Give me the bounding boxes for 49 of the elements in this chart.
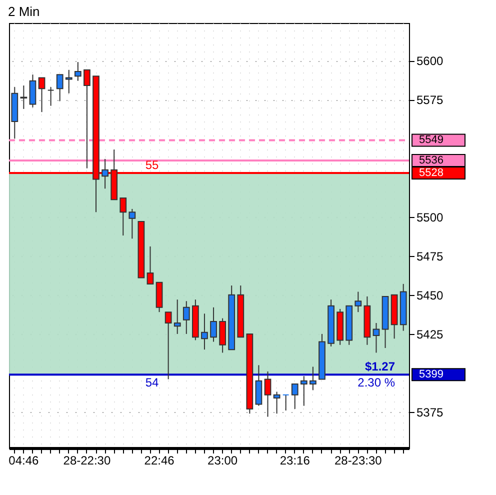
candlestick — [182, 300, 190, 334]
x-tick-label: 28-22:30 — [63, 454, 111, 468]
candlestick — [372, 322, 380, 354]
annotation: 54 — [145, 376, 159, 390]
candlestick — [38, 77, 46, 113]
ref-line-label: 5536 — [419, 154, 444, 166]
candlestick — [201, 313, 208, 350]
y-tick-label: 5500 — [416, 210, 444, 224]
ref-line-label: 5528 — [419, 167, 444, 179]
annotation: $1.27 — [364, 360, 396, 374]
y-tick-label: 5425 — [416, 327, 444, 342]
y-tick-label: 5375 — [416, 406, 444, 420]
candlestick — [264, 370, 272, 418]
y-tick-label: 5450 — [416, 288, 444, 302]
candlestick — [174, 299, 181, 334]
x-tick-label: 04:46 — [8, 454, 40, 468]
candlestick — [47, 86, 54, 106]
candlestick — [291, 383, 298, 410]
candlestick — [146, 246, 154, 284]
x-tick-label: 28-23:30 — [334, 454, 382, 468]
y-tick-label: 5475 — [416, 249, 444, 264]
candlestick — [74, 62, 82, 82]
candlestick — [29, 74, 36, 108]
candlestick — [20, 85, 28, 110]
candlestick — [310, 366, 316, 391]
candlestick — [84, 69, 90, 169]
candlestick — [102, 158, 108, 190]
candlestick — [128, 208, 136, 240]
candlestick — [120, 198, 127, 236]
annotation: 2.30 % — [358, 376, 396, 390]
candlestick — [255, 364, 262, 406]
candlestick — [282, 394, 290, 411]
candlestick — [164, 312, 172, 380]
chart-title: 2 Min — [8, 4, 40, 19]
annotation: 55 — [145, 158, 159, 172]
candlestick — [56, 74, 64, 102]
ref-line-label: 5549 — [419, 134, 444, 146]
candlestick — [273, 391, 280, 414]
y-tick-label: 5575 — [416, 93, 444, 108]
candlestick — [65, 69, 72, 94]
ref-line-label: 5399 — [419, 368, 444, 381]
x-tick-label: 23:00 — [208, 454, 238, 468]
candlestick — [219, 318, 226, 354]
candlestick — [300, 376, 308, 406]
candlestick — [210, 306, 217, 342]
x-tick-label: 22:46 — [144, 454, 175, 468]
y-tick-label: 5600 — [416, 54, 444, 68]
candlestick — [354, 291, 362, 313]
x-tick-label: 23:16 — [280, 454, 310, 468]
